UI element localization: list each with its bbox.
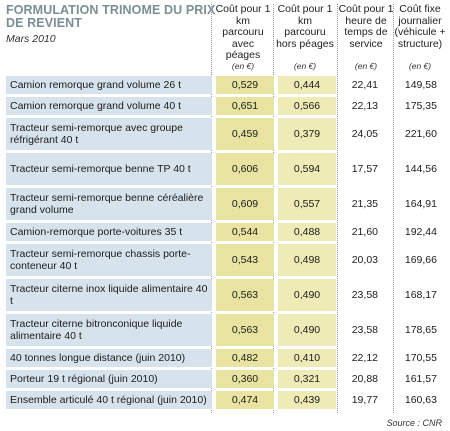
table-row: Camion remorque grand volume 40 t 0,651 0,… xyxy=(6,97,443,115)
value-cell: 175,35 xyxy=(404,100,437,112)
value-cell: 0,490 xyxy=(278,279,336,311)
table-row: Porteur 19 t régional (juin 2010) 0,360 0,… xyxy=(6,370,443,388)
value-cell: 160,63 xyxy=(404,394,437,406)
value-cell: 20,03 xyxy=(351,254,378,266)
value-cell: 0,410 xyxy=(278,349,336,367)
row-label: 40 tonnes longue distance (juin 2010) xyxy=(6,349,212,367)
table-row: Tracteur citerne inox liquide alimentair… xyxy=(6,279,443,311)
table-row: Tracteur semi-remorque benne céréalière … xyxy=(6,188,443,220)
value-cell: 168,17 xyxy=(404,289,437,301)
column-header-cost-hour-service: Coût pour 1 heure de temps de service xyxy=(338,3,394,50)
value-cell: 169,66 xyxy=(404,254,437,266)
column-unit: (en €) xyxy=(231,61,255,71)
value-cell: 0,498 xyxy=(278,244,336,276)
value-cell: 0,563 xyxy=(216,314,274,346)
value-cell: 0,490 xyxy=(278,314,336,346)
column-divider xyxy=(337,4,338,413)
row-label: Tracteur semi-remorque chassis porte-con… xyxy=(6,244,212,276)
value-cell: 21,35 xyxy=(351,198,378,210)
value-cell: 170,55 xyxy=(404,352,437,364)
table-row: Tracteur semi-remorque benne TP 40 t 0,60… xyxy=(6,153,443,185)
value-cell: 144,56 xyxy=(404,163,437,175)
table-row: 40 tonnes longue distance (juin 2010) 0,4… xyxy=(6,349,443,367)
value-cell: 0,529 xyxy=(216,76,274,94)
value-cell: 0,444 xyxy=(278,76,336,94)
table-row: Tracteur citerne bitronconique liquide a… xyxy=(6,314,443,346)
column-unit: (en €) xyxy=(293,61,317,71)
value-cell: 0,439 xyxy=(278,391,336,409)
value-cell: 0,360 xyxy=(216,370,274,388)
value-cell: 149,58 xyxy=(404,79,437,91)
row-label: Camion-remorque porte-voitures 35 t xyxy=(6,223,212,241)
value-cell: 20,88 xyxy=(351,373,378,385)
value-cell: 164,91 xyxy=(404,198,437,210)
table-row: Ensemble articulé 40 t régional (juin 20… xyxy=(6,391,443,409)
row-label: Tracteur citerne bitronconique liquide a… xyxy=(6,314,212,346)
value-cell: 24,05 xyxy=(351,128,378,140)
table-row: Camion-remorque porte-voitures 35 t 0,544… xyxy=(6,223,443,241)
value-cell: 0,594 xyxy=(278,153,336,185)
row-label: Tracteur citerne inox liquide alimentair… xyxy=(6,279,212,311)
value-cell: 0,543 xyxy=(216,244,274,276)
value-cell: 21,60 xyxy=(351,226,378,238)
value-cell: 0,544 xyxy=(216,223,274,241)
value-cell: 0,321 xyxy=(278,370,336,388)
table-row: Tracteur semi-remorque avec groupe réfri… xyxy=(6,118,443,150)
column-header-cost-km-without-tolls: Coût pour 1 km parcouru hors péages xyxy=(276,3,334,50)
row-label: Tracteur semi-remorque benne céréalière … xyxy=(6,188,212,220)
value-cell: 19,77 xyxy=(351,394,378,406)
value-cell: 0,651 xyxy=(216,97,274,115)
row-label: Tracteur semi-remorque avec groupe réfri… xyxy=(6,118,212,150)
column-header-cost-km-with-tolls: Coût pour 1 km parcouru avec péages xyxy=(215,3,271,62)
column-unit: (en €) xyxy=(354,61,378,71)
value-cell: 0,379 xyxy=(278,118,336,150)
row-label: Camion remorque grand volume 40 t xyxy=(6,97,212,115)
column-divider xyxy=(393,4,394,413)
column-unit: (en €) xyxy=(408,61,432,71)
value-cell: 23,58 xyxy=(351,289,378,301)
value-cell: 17,57 xyxy=(351,163,378,175)
row-label: Camion remorque grand volume 26 t xyxy=(6,76,212,94)
column-header-daily-fixed-cost: Coût fixe journalier (véhicule + structu… xyxy=(394,3,446,50)
value-cell: 23,58 xyxy=(351,324,378,336)
table-row: Tracteur semi-remorque chassis porte-con… xyxy=(6,244,443,276)
value-cell: 22,13 xyxy=(351,100,378,112)
value-cell: 0,566 xyxy=(278,97,336,115)
value-cell: 0,606 xyxy=(216,153,274,185)
value-cell: 22,12 xyxy=(351,352,378,364)
value-cell: 0,557 xyxy=(278,188,336,220)
value-cell: 161,57 xyxy=(404,373,437,385)
value-cell: 0,474 xyxy=(216,391,274,409)
value-cell: 0,459 xyxy=(216,118,274,150)
value-cell: 0,609 xyxy=(216,188,274,220)
table-subtitle: Mars 2010 xyxy=(6,33,56,45)
row-label: Tracteur semi-remorque benne TP 40 t xyxy=(6,153,212,185)
value-cell: 22,41 xyxy=(351,79,378,91)
table-row: Camion remorque grand volume 26 t 0,529 0,… xyxy=(6,76,443,94)
value-cell: 178,65 xyxy=(404,324,437,336)
value-cell: 0,488 xyxy=(278,223,336,241)
value-cell: 0,482 xyxy=(216,349,274,367)
row-label: Ensemble articulé 40 t régional (juin 20… xyxy=(6,391,212,409)
value-cell: 0,563 xyxy=(216,279,274,311)
source-note: Source : CNR xyxy=(386,418,442,428)
value-cell: 221,60 xyxy=(404,128,437,140)
value-cell: 192,44 xyxy=(404,226,437,238)
table-title: FORMULATION TRINOME DU PRIX DE REVIENT xyxy=(6,3,216,30)
row-label: Porteur 19 t régional (juin 2010) xyxy=(6,370,212,388)
